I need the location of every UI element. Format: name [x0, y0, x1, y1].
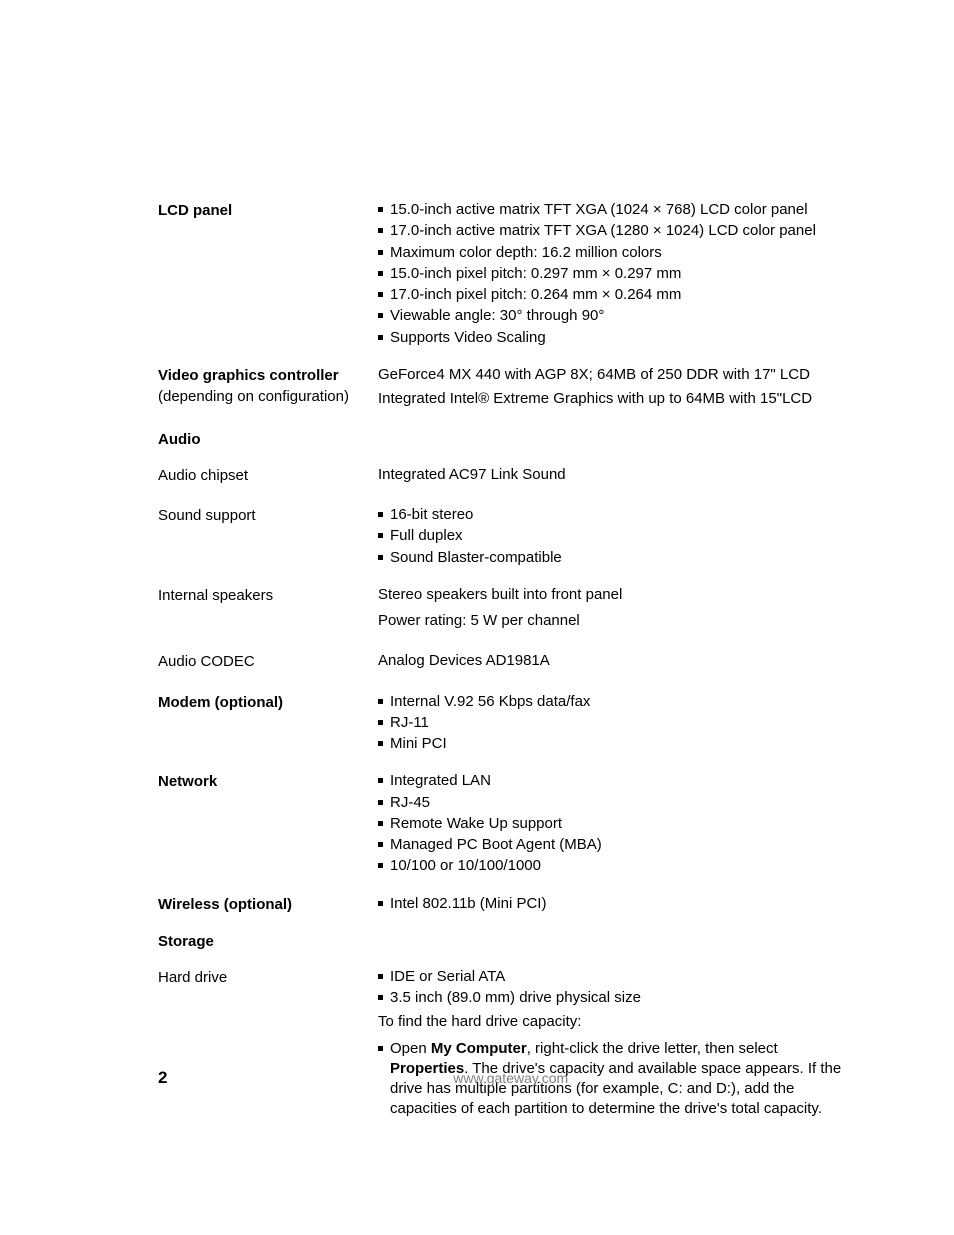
label-text: Modem (optional) [158, 694, 283, 711]
value-line: Integrated AC97 Link Sound [378, 465, 854, 485]
note-line: To find the hard drive capacity: [378, 1012, 854, 1032]
row-audio-codec: Audio CODEC Analog Devices AD1981A [158, 651, 854, 675]
label-text: LCD panel [158, 202, 232, 219]
label-storage-header: Storage [158, 931, 378, 953]
row-internal-speakers: Internal speakers Stereo speakers built … [158, 585, 854, 636]
row-storage-header: Storage [158, 931, 854, 953]
value-sound-support: 16-bit stereo Full duplex Sound Blaster-… [378, 505, 854, 569]
row-wireless: Wireless (optional) Intel 802.11b (Mini … [158, 894, 854, 916]
row-video-graphics: Video graphics controller (depending on … [158, 365, 854, 414]
label-text: Sound support [158, 507, 256, 524]
bullet-item: 17.0-inch pixel pitch: 0.264 mm × 0.264 … [378, 285, 854, 305]
bullet-item: Managed PC Boot Agent (MBA) [378, 835, 854, 855]
bullet-item: 15.0-inch pixel pitch: 0.297 mm × 0.297 … [378, 264, 854, 284]
value-hard-drive: IDE or Serial ATA 3.5 inch (89.0 mm) dri… [378, 967, 854, 1121]
row-audio-header: Audio [158, 429, 854, 451]
bullet-item: Sound Blaster-compatible [378, 548, 854, 568]
bullet-item: Maximum color depth: 16.2 million colors [378, 243, 854, 263]
row-hard-drive: Hard drive IDE or Serial ATA 3.5 inch (8… [158, 967, 854, 1121]
value-line: Analog Devices AD1981A [378, 651, 854, 671]
row-network: Network Integrated LAN RJ-45 Remote Wake… [158, 771, 854, 877]
text-span: , right-click the drive letter, then sel… [527, 1040, 778, 1057]
value-audio-chipset: Integrated AC97 Link Sound [378, 465, 854, 489]
row-lcd-panel: LCD panel 15.0-inch active matrix TFT XG… [158, 200, 854, 349]
bullet-item: Viewable angle: 30° through 90° [378, 306, 854, 326]
bullet-item: Remote Wake Up support [378, 814, 854, 834]
bullet-item: 10/100 or 10/100/1000 [378, 856, 854, 876]
bullet-item: 3.5 inch (89.0 mm) drive physical size [378, 988, 854, 1008]
bold-text: My Computer [431, 1040, 527, 1057]
value-lcd-panel: 15.0-inch active matrix TFT XGA (1024 × … [378, 200, 854, 349]
value-line: Power rating: 5 W per channel [378, 611, 854, 631]
label-audio-chipset: Audio chipset [158, 465, 378, 487]
value-line: Integrated Intel® Extreme Graphics with … [378, 389, 854, 409]
label-wireless: Wireless (optional) [158, 894, 378, 916]
row-modem: Modem (optional) Internal V.92 56 Kbps d… [158, 692, 854, 756]
bullet-item: Intel 802.11b (Mini PCI) [378, 894, 854, 914]
row-audio-chipset: Audio chipset Integrated AC97 Link Sound [158, 465, 854, 489]
bullet-item: 16-bit stereo [378, 505, 854, 525]
label-network: Network [158, 771, 378, 793]
label-modem: Modem (optional) [158, 692, 378, 714]
value-modem: Internal V.92 56 Kbps data/fax RJ-11 Min… [378, 692, 854, 756]
bullet-item: 17.0-inch active matrix TFT XGA (1280 × … [378, 221, 854, 241]
value-internal-speakers: Stereo speakers built into front panel P… [378, 585, 854, 636]
label-text: Internal speakers [158, 587, 273, 604]
bullet-item: IDE or Serial ATA [378, 967, 854, 987]
label-internal-speakers: Internal speakers [158, 585, 378, 607]
label-text: Video graphics controller [158, 367, 339, 384]
bullet-item: Integrated LAN [378, 771, 854, 791]
label-lcd-panel: LCD panel [158, 200, 378, 222]
label-text: Audio [158, 431, 201, 448]
bullet-item: Full duplex [378, 526, 854, 546]
label-video-graphics: Video graphics controller (depending on … [158, 365, 378, 408]
value-audio-codec: Analog Devices AD1981A [378, 651, 854, 675]
bullet-item: RJ-11 [378, 713, 854, 733]
value-video-graphics: GeForce4 MX 440 with AGP 8X; 64MB of 250… [378, 365, 854, 414]
page-number: 2 [158, 1068, 167, 1088]
document-page: LCD panel 15.0-inch active matrix TFT XG… [0, 0, 954, 1235]
label-text: Audio CODEC [158, 653, 255, 670]
label-hard-drive: Hard drive [158, 967, 378, 989]
bullet-item: Internal V.92 56 Kbps data/fax [378, 692, 854, 712]
bullet-item: Supports Video Scaling [378, 328, 854, 348]
row-sound-support: Sound support 16-bit stereo Full duplex … [158, 505, 854, 569]
label-audio-codec: Audio CODEC [158, 651, 378, 673]
bullet-item: 15.0-inch active matrix TFT XGA (1024 × … [378, 200, 854, 220]
label-audio-header: Audio [158, 429, 378, 451]
label-text: Network [158, 773, 217, 790]
value-line: GeForce4 MX 440 with AGP 8X; 64MB of 250… [378, 365, 854, 385]
label-sound-support: Sound support [158, 505, 378, 527]
label-text: Hard drive [158, 969, 227, 986]
bullet-item: Mini PCI [378, 734, 854, 754]
bullet-item: RJ-45 [378, 793, 854, 813]
value-wireless: Intel 802.11b (Mini PCI) [378, 894, 854, 915]
label-subtext: (depending on configuration) [158, 388, 349, 405]
label-text: Audio chipset [158, 467, 248, 484]
label-text: Storage [158, 933, 214, 950]
page-footer: 2 www.gateway.com [158, 1068, 854, 1088]
value-line: Stereo speakers built into front panel [378, 585, 854, 605]
footer-url: www.gateway.com [167, 1070, 854, 1086]
label-text: Wireless (optional) [158, 896, 292, 913]
value-network: Integrated LAN RJ-45 Remote Wake Up supp… [378, 771, 854, 877]
text-span: Open [390, 1040, 431, 1057]
